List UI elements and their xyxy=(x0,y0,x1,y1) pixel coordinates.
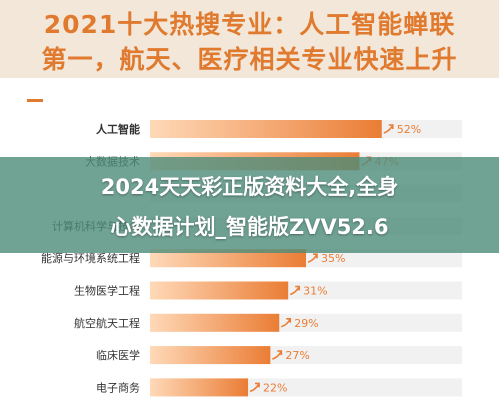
value-label: 35% xyxy=(321,252,345,265)
trend-arrow-icon xyxy=(249,382,260,393)
bar xyxy=(150,313,280,332)
value-label: 31% xyxy=(303,285,327,298)
bar xyxy=(150,120,382,138)
value-label: 27% xyxy=(285,349,309,362)
category-label: 航空航天工程 xyxy=(74,316,140,330)
banner-line-2: 心数据计划_智能版ZVV52.6 xyxy=(110,215,389,239)
title-line-1: 2021十大热搜专业：人工智能蝉联 xyxy=(43,10,456,39)
bar xyxy=(150,281,289,300)
overlay-banner xyxy=(0,157,499,253)
value-label: 52% xyxy=(397,123,421,136)
bar xyxy=(150,378,249,397)
bar xyxy=(150,249,306,268)
bar xyxy=(150,346,271,365)
category-label: 临床医学 xyxy=(96,348,140,362)
trend-arrow-icon xyxy=(280,318,292,328)
category-label: 电子商务 xyxy=(96,380,140,394)
category-label: 人工智能 xyxy=(96,122,140,136)
title-header: 2021十大热搜专业：人工智能蝉联 第一，航天、医疗相关专业快速上升 xyxy=(0,0,499,78)
trend-arrow-icon xyxy=(383,124,394,134)
category-label: 能源与环境系统工程 xyxy=(41,251,140,265)
banner-line-1: 2024天天彩正版资料大全,全身 xyxy=(100,175,399,199)
value-label: 22% xyxy=(263,381,287,394)
accent-dash xyxy=(27,99,43,102)
value-label: 29% xyxy=(294,317,318,330)
trend-arrow-icon xyxy=(289,285,300,296)
trend-arrow-icon xyxy=(272,350,283,360)
trend-arrow-icon xyxy=(307,253,318,263)
category-label: 生物医学工程 xyxy=(74,284,140,298)
title-line-2: 第一，航天、医疗相关专业快速上升 xyxy=(41,45,458,74)
